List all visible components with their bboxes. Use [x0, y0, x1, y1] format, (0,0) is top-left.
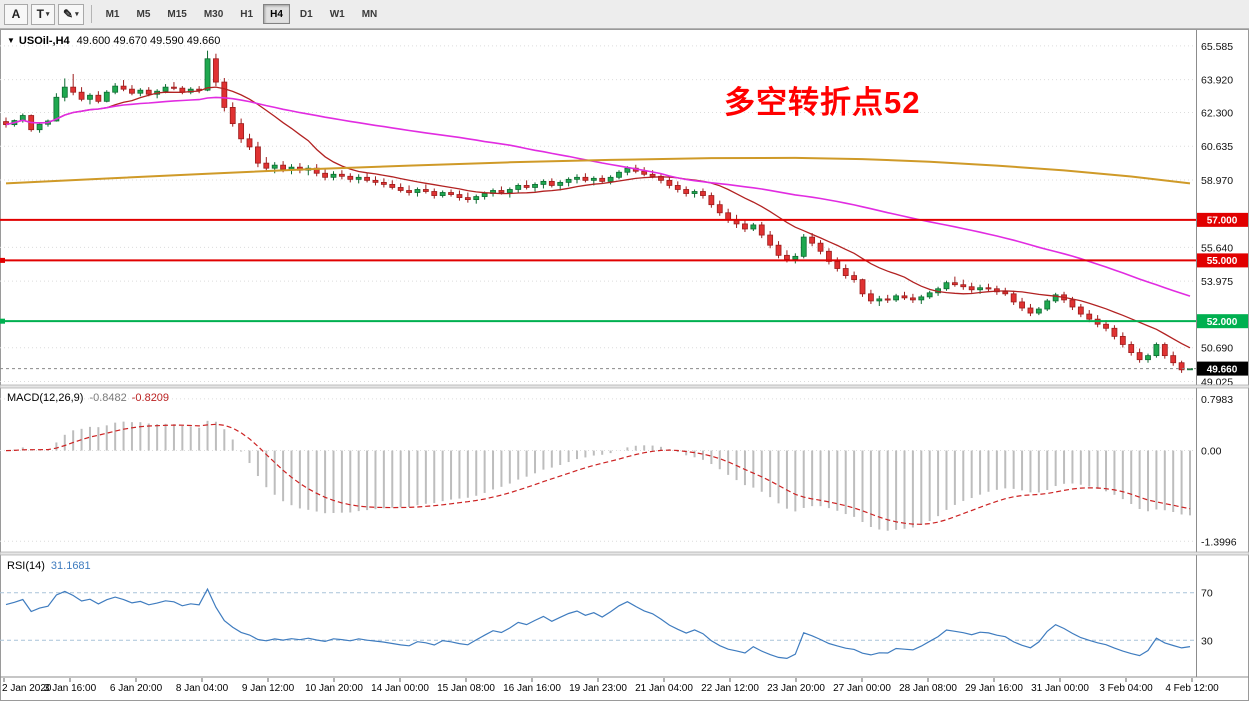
svg-text:53.975: 53.975	[1201, 276, 1233, 288]
svg-text:15 Jan 08:00: 15 Jan 08:00	[437, 683, 495, 694]
panel-divider-2[interactable]	[0, 551, 1249, 556]
chart-frame	[0, 29, 1249, 701]
svg-text:55.000: 55.000	[1207, 256, 1238, 267]
drawing-tools-group: A T ▾ ✎ ▾	[4, 3, 84, 25]
svg-text:70: 70	[1201, 588, 1213, 600]
svg-text:-1.3996: -1.3996	[1201, 536, 1237, 548]
ma-fast-red	[5, 86, 1191, 349]
timeframe-button-m15[interactable]: M15	[167, 8, 187, 20]
text-tool-button[interactable]: T ▾	[31, 3, 55, 25]
chevron-down-icon: ▾	[45, 11, 50, 18]
candles-layer	[3, 50, 1193, 373]
price-grid	[0, 45, 1196, 382]
svg-text:65.585: 65.585	[1201, 41, 1233, 53]
cursor-tool-button[interactable]: A	[4, 3, 28, 25]
timeframe-button-m1[interactable]: M1	[105, 8, 120, 20]
price-level-line-55.000[interactable]: 55.000	[0, 253, 1248, 268]
svg-text:22 Jan 12:00: 22 Jan 12:00	[701, 683, 759, 694]
timeframe-button-m5[interactable]: M5	[136, 8, 151, 20]
svg-text:3 Feb 04:00: 3 Feb 04:00	[1099, 683, 1153, 694]
toolbar-separator	[90, 5, 92, 23]
price-tag-55.000	[1197, 253, 1248, 268]
svg-text:31 Jan 00:00: 31 Jan 00:00	[1031, 683, 1089, 694]
svg-text:50.690: 50.690	[1201, 343, 1233, 355]
svg-text:0.00: 0.00	[1201, 446, 1222, 458]
chevron-down-icon: ▾	[75, 11, 79, 18]
timeframe-button-h1[interactable]: H1	[240, 8, 254, 20]
svg-text:10 Jan 20:00: 10 Jan 20:00	[305, 683, 363, 694]
svg-text:60.635: 60.635	[1201, 141, 1233, 153]
svg-text:29 Jan 16:00: 29 Jan 16:00	[965, 683, 1023, 694]
macd-grid: 0.7983 0.00 -1.3996	[0, 394, 1237, 548]
svg-text:55.640: 55.640	[1201, 242, 1233, 254]
svg-text:30: 30	[1201, 635, 1213, 647]
svg-text:14 Jan 00:00: 14 Jan 00:00	[371, 683, 429, 694]
panel-divider-1[interactable]	[0, 384, 1249, 389]
draw-tool-button[interactable]: ✎ ▾	[58, 3, 84, 25]
svg-text:23 Jan 20:00: 23 Jan 20:00	[767, 683, 825, 694]
ma-slow-orange	[5, 156, 1191, 185]
svg-text:16 Jan 16:00: 16 Jan 16:00	[503, 683, 561, 694]
svg-text:62.300: 62.300	[1201, 107, 1233, 119]
svg-text:3 Jan 16:00: 3 Jan 16:00	[44, 683, 97, 694]
price-tag-52.000	[1197, 314, 1248, 329]
panel-separators	[0, 30, 1249, 678]
timeframe-switcher: M1 M5 M15 M30 H1 H4 D1 W1 MN	[99, 4, 385, 24]
chart-toolbar: A T ▾ ✎ ▾ M1 M5 M15 M30 H1 H4 D1 W1 MN	[0, 0, 1249, 29]
svg-text:8 Jan 04:00: 8 Jan 04:00	[176, 683, 229, 694]
svg-text:0.7983: 0.7983	[1201, 394, 1233, 406]
svg-text:58.970: 58.970	[1201, 175, 1233, 187]
svg-text:57.000: 57.000	[1207, 216, 1238, 227]
rsi-levels: 70 30	[0, 588, 1213, 647]
rsi-line	[5, 587, 1191, 660]
svg-text:4 Feb 12:00: 4 Feb 12:00	[1165, 683, 1219, 694]
price-level-line-52.000[interactable]: 52.000	[0, 314, 1248, 329]
timeframe-button-m30[interactable]: M30	[203, 8, 224, 20]
svg-text:52.000: 52.000	[1207, 317, 1238, 328]
timeframe-button-mn[interactable]: MN	[361, 8, 378, 20]
price-tag-57.000	[1197, 212, 1248, 227]
svg-text:63.920: 63.920	[1201, 75, 1233, 87]
svg-text:49.660: 49.660	[1207, 364, 1238, 375]
level-anchor-square[interactable]	[0, 257, 5, 263]
timeframe-button-h4[interactable]: H4	[263, 4, 290, 24]
price-level-line-57.000[interactable]: 57.000	[0, 212, 1248, 227]
macd-histogram	[13, 420, 1191, 531]
level-anchor-square[interactable]	[0, 318, 5, 324]
timeframe-button-d1[interactable]: D1	[299, 8, 313, 20]
svg-text:9 Jan 12:00: 9 Jan 12:00	[242, 683, 295, 694]
svg-text:21 Jan 04:00: 21 Jan 04:00	[635, 683, 693, 694]
current-price-tag	[1197, 361, 1248, 376]
svg-text:28 Jan 08:00: 28 Jan 08:00	[899, 683, 957, 694]
current-price-marker: 49.660	[0, 361, 1248, 376]
svg-text:27 Jan 00:00: 27 Jan 00:00	[833, 683, 891, 694]
moving-averages-layer	[5, 86, 1191, 349]
svg-text:6 Jan 20:00: 6 Jan 20:00	[110, 683, 163, 694]
svg-text:2 Jan 2020: 2 Jan 2020	[2, 683, 52, 694]
ma-mid-magenta	[5, 96, 1191, 297]
macd-signal-line	[5, 423, 1191, 525]
timeframe-button-w1[interactable]: W1	[329, 8, 345, 20]
svg-text:19 Jan 23:00: 19 Jan 23:00	[569, 683, 627, 694]
